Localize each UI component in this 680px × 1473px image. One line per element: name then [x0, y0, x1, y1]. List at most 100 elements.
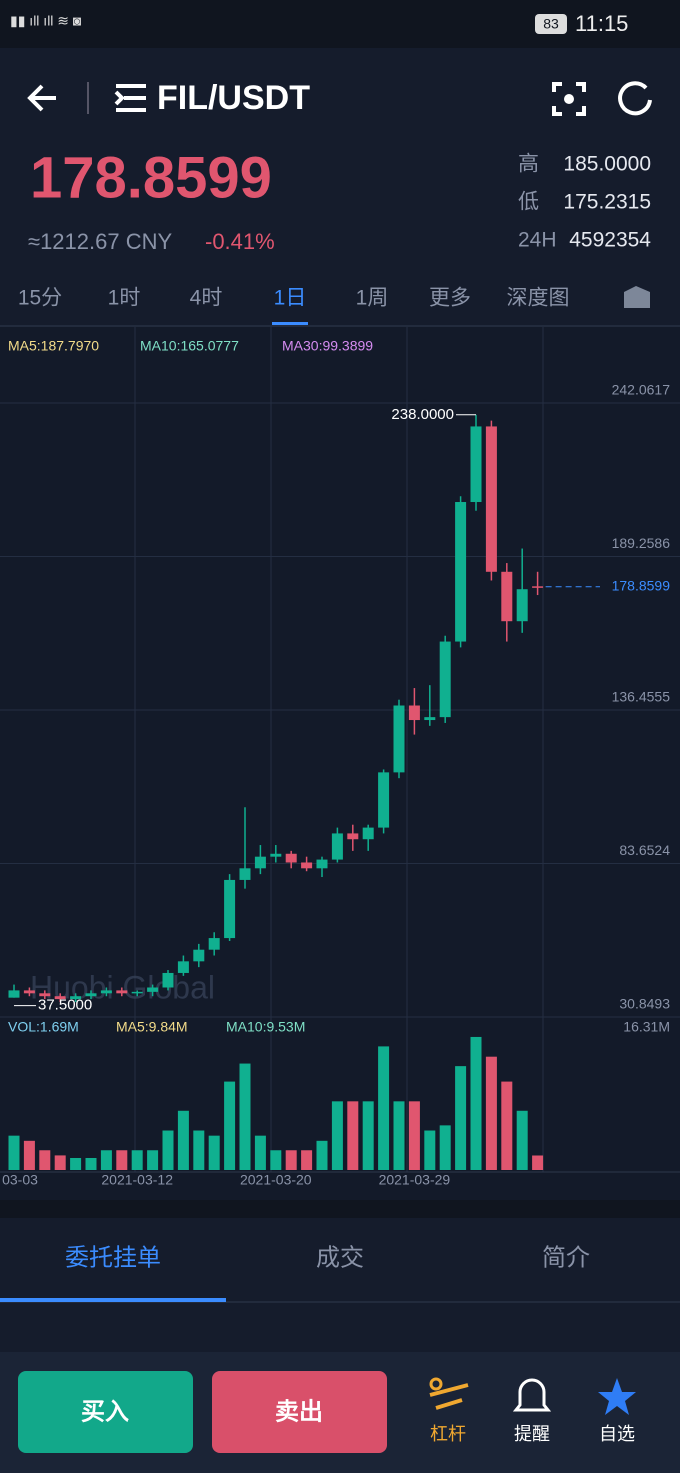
stat-value: 175.2315: [563, 191, 651, 214]
volume-bar: [316, 1140, 328, 1170]
candle-body: [424, 717, 436, 721]
fullscreen-button[interactable]: [552, 82, 586, 116]
vertical-grid: [134, 327, 544, 1172]
candle-body: [54, 996, 66, 1000]
candle-body: [177, 961, 189, 973]
candle-body: [285, 853, 297, 863]
candle-body: [39, 993, 51, 997]
pair-title: FIL/USDT: [157, 79, 310, 117]
menu-button[interactable]: [114, 84, 146, 112]
chart-area: [0, 327, 680, 1200]
candle-body: [193, 949, 205, 962]
y-tick-label: 242.0617: [612, 382, 671, 398]
candle-body: [23, 990, 35, 994]
cny-price: ≈1212.67 CNY: [28, 229, 172, 254]
volume-bar: [485, 1056, 497, 1170]
buy-button[interactable]: [18, 1371, 193, 1453]
interval-indicator: [272, 322, 308, 326]
x-tick-label: 2021-03-20: [240, 1172, 312, 1188]
interval-tab[interactable]: 1周: [356, 287, 389, 310]
volume-bar: [177, 1110, 189, 1170]
volume-bar: [147, 1150, 159, 1170]
status-icons: ▮▮ ıll ıll ≋ ◙: [10, 13, 81, 29]
sell-button[interactable]: [212, 1371, 387, 1453]
nav-item[interactable]: 杠杆: [430, 1424, 466, 1444]
volume-bar: [285, 1150, 297, 1170]
alert-icon[interactable]: [512, 1378, 552, 1412]
bottom-tab[interactable]: 成交: [316, 1244, 364, 1271]
price-change: -0.41%: [205, 229, 275, 254]
stat-label: 24H: [518, 229, 557, 252]
volume-bar: [131, 1150, 143, 1170]
x-tick-label: 2021-03-29: [379, 1172, 451, 1188]
candle-body: [455, 502, 467, 642]
y-tick-label: 83.6524: [619, 842, 670, 858]
candle-body: [85, 993, 97, 997]
volume-bar: [378, 1046, 390, 1170]
volume-bar: [54, 1155, 66, 1170]
candle-body: [532, 586, 544, 588]
last-price-label: 178.8599: [612, 577, 671, 593]
candle-body: [393, 705, 405, 773]
volume-bar: [347, 1101, 359, 1170]
volume-bar: [162, 1130, 174, 1170]
volume-bar: [455, 1066, 467, 1170]
volume-legend: MA5:9.84M: [116, 1019, 188, 1035]
candle-body: [116, 990, 128, 994]
y-tick-label: 189.2586: [612, 535, 671, 551]
y-tick-label: 30.8493: [619, 996, 670, 1012]
candle-body: [147, 987, 159, 992]
interval-tab[interactable]: 深度图: [507, 287, 570, 310]
candle-body: [408, 705, 420, 721]
volume-bar: [532, 1155, 544, 1170]
nav-item[interactable]: 提醒: [514, 1424, 550, 1444]
bottom-tab[interactable]: 简介: [542, 1244, 590, 1271]
nav-item[interactable]: 自选: [599, 1424, 635, 1444]
volume-bar: [408, 1101, 420, 1170]
high-label: 238.0000: [391, 406, 454, 423]
volume-bar: [501, 1081, 513, 1170]
interval-tab[interactable]: 1时: [108, 287, 141, 310]
volume-bar: [239, 1063, 251, 1170]
leverage-icon-dot: [429, 1377, 443, 1391]
x-tick-label: 03-03: [2, 1172, 38, 1188]
candle-body: [316, 859, 328, 869]
bottom-tab[interactable]: 委托挂单: [65, 1244, 161, 1271]
volume-bar: [270, 1150, 282, 1170]
volume-bar: [424, 1130, 436, 1170]
volume-bar: [100, 1150, 112, 1170]
interval-tab[interactable]: 更多: [429, 287, 471, 310]
stat-value: 185.0000: [563, 153, 651, 176]
favorite-icon[interactable]: [598, 1378, 636, 1415]
y-tick-label: 136.4555: [612, 689, 671, 705]
volume-bar: [362, 1101, 374, 1170]
candle-body: [378, 772, 390, 828]
interval-tab[interactable]: 1日: [274, 287, 307, 310]
candle-body: [208, 938, 220, 950]
ma-legend: MA10:165.0777: [140, 338, 239, 354]
separator: [0, 1200, 680, 1218]
ma-legend: MA5:187.7970: [8, 338, 99, 354]
low-label: 37.5000: [38, 997, 92, 1014]
interval-tab[interactable]: 15分: [18, 287, 62, 310]
candle-body: [362, 827, 374, 840]
interval-tab[interactable]: 4时: [190, 287, 223, 310]
candle-body: [70, 996, 82, 1000]
volume-bar: [254, 1135, 266, 1170]
settings-icon[interactable]: [624, 286, 650, 308]
back-button[interactable]: [27, 84, 56, 112]
leverage-icon[interactable]: [429, 1383, 469, 1410]
volume-bar: [301, 1150, 313, 1170]
candle-body: [100, 990, 112, 994]
candle-body: [470, 426, 482, 503]
share-button[interactable]: [618, 81, 652, 116]
volume-bar: [208, 1135, 220, 1170]
candle-body: [516, 589, 528, 622]
candle-body: [162, 972, 174, 988]
volume-bar: [193, 1130, 205, 1170]
stat-value: 4592354: [569, 229, 651, 252]
candle-body: [301, 862, 313, 869]
candle-body: [331, 833, 343, 860]
volume-bar: [516, 1110, 528, 1170]
